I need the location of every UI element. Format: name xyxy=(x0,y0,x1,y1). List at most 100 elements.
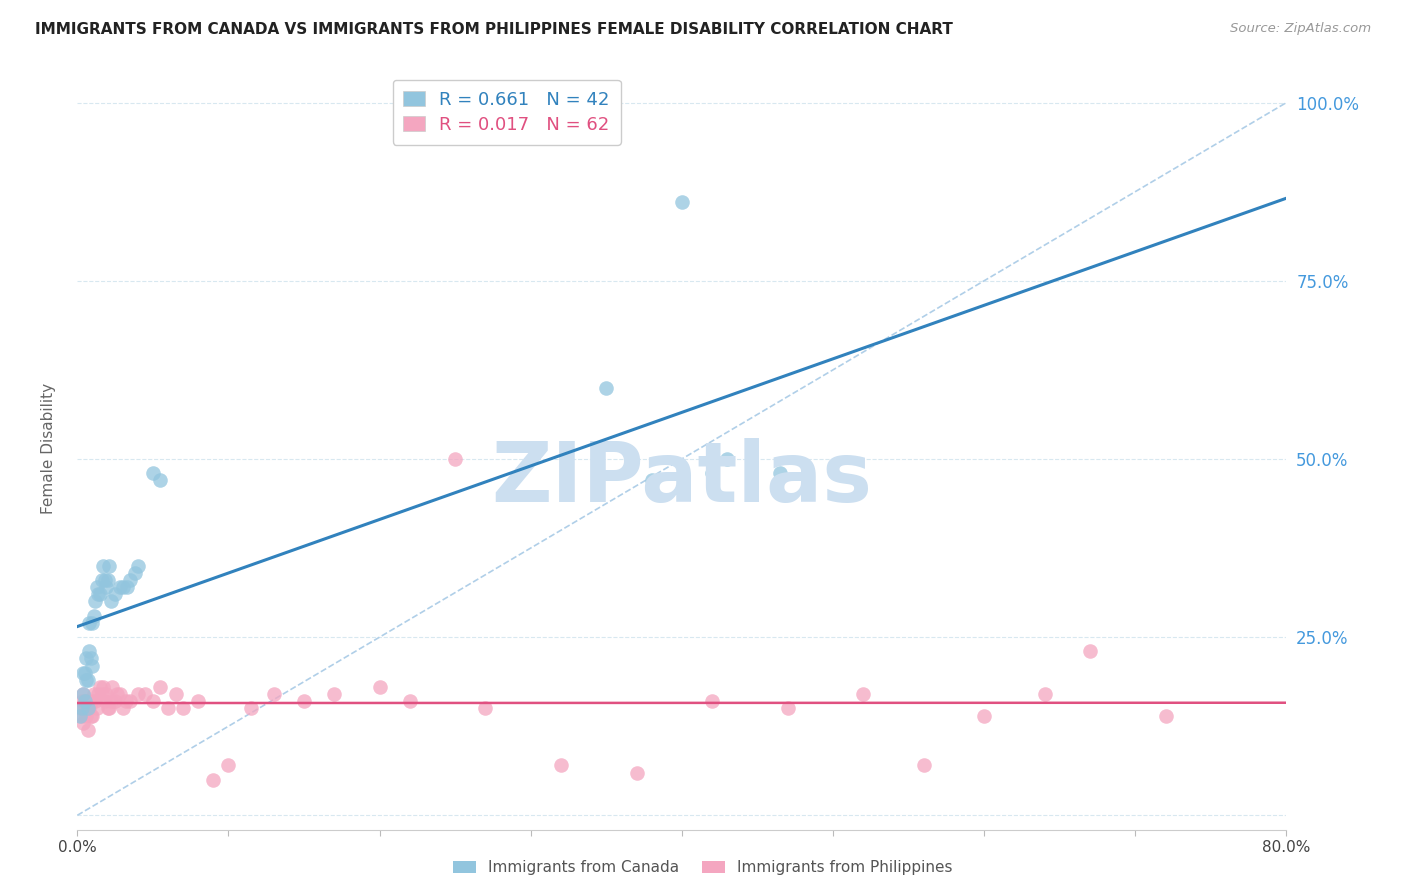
Point xyxy=(776,701,799,715)
Point xyxy=(702,694,724,708)
Point xyxy=(641,473,664,487)
Point xyxy=(70,708,93,723)
Point xyxy=(77,701,100,715)
Point xyxy=(111,580,134,594)
Point xyxy=(93,694,115,708)
Point xyxy=(70,701,93,715)
Point xyxy=(111,701,134,715)
Point xyxy=(69,701,91,715)
Legend: Immigrants from Canada, Immigrants from Philippines: Immigrants from Canada, Immigrants from … xyxy=(449,855,957,880)
Point xyxy=(84,694,107,708)
Point xyxy=(82,694,104,708)
Point xyxy=(89,587,111,601)
Point xyxy=(98,558,121,573)
Point xyxy=(70,694,93,708)
Point xyxy=(79,701,101,715)
Point xyxy=(127,687,149,701)
Point xyxy=(72,687,94,701)
Point xyxy=(114,694,136,708)
Point xyxy=(73,694,96,708)
Point xyxy=(75,673,97,687)
Point xyxy=(73,694,96,708)
Point xyxy=(134,687,156,701)
Y-axis label: Female Disability: Female Disability xyxy=(42,383,56,514)
Point xyxy=(912,758,935,772)
Point xyxy=(73,701,96,715)
Point xyxy=(105,687,128,701)
Point xyxy=(83,687,105,701)
Point xyxy=(149,680,172,694)
Point xyxy=(84,594,107,608)
Point xyxy=(72,687,94,701)
Point xyxy=(157,701,180,715)
Point xyxy=(1078,644,1101,658)
Point xyxy=(1033,687,1056,701)
Point xyxy=(142,466,165,480)
Point xyxy=(82,658,104,673)
Point xyxy=(86,701,108,715)
Point xyxy=(149,473,172,487)
Point xyxy=(120,573,142,587)
Point xyxy=(240,701,263,715)
Text: ZIPatlas: ZIPatlas xyxy=(492,438,872,519)
Point xyxy=(626,765,648,780)
Point xyxy=(83,608,105,623)
Point xyxy=(90,573,112,587)
Point xyxy=(90,687,112,701)
Point xyxy=(1154,708,1177,723)
Point xyxy=(108,687,131,701)
Point xyxy=(73,665,96,680)
Point xyxy=(127,558,149,573)
Point xyxy=(94,687,117,701)
Point xyxy=(75,708,97,723)
Point xyxy=(79,644,101,658)
Point xyxy=(82,615,104,630)
Point xyxy=(100,694,122,708)
Point xyxy=(104,587,127,601)
Point xyxy=(108,580,131,594)
Point xyxy=(769,466,792,480)
Point xyxy=(716,451,738,466)
Point xyxy=(368,680,391,694)
Point xyxy=(218,758,240,772)
Point xyxy=(91,680,114,694)
Point xyxy=(82,708,104,723)
Point xyxy=(852,687,875,701)
Point xyxy=(444,451,467,466)
Point xyxy=(399,694,422,708)
Point xyxy=(595,381,617,395)
Point xyxy=(165,687,187,701)
Point xyxy=(124,566,146,580)
Point xyxy=(100,594,122,608)
Point xyxy=(94,580,117,594)
Point xyxy=(87,587,110,601)
Legend: R = 0.661   N = 42, R = 0.017   N = 62: R = 0.661 N = 42, R = 0.017 N = 62 xyxy=(392,79,620,145)
Point xyxy=(98,701,121,715)
Point xyxy=(77,723,100,737)
Point xyxy=(142,694,165,708)
Text: IMMIGRANTS FROM CANADA VS IMMIGRANTS FROM PHILIPPINES FEMALE DISABILITY CORRELAT: IMMIGRANTS FROM CANADA VS IMMIGRANTS FRO… xyxy=(35,22,953,37)
Point xyxy=(77,701,100,715)
Point xyxy=(104,694,127,708)
Point xyxy=(702,466,724,480)
Point xyxy=(93,573,115,587)
Point xyxy=(96,701,118,715)
Point xyxy=(89,680,111,694)
Point xyxy=(671,195,693,210)
Point xyxy=(72,665,94,680)
Point xyxy=(96,573,118,587)
Point xyxy=(87,687,110,701)
Point xyxy=(292,694,315,708)
Point xyxy=(187,694,209,708)
Point xyxy=(323,687,346,701)
Point xyxy=(79,615,101,630)
Point xyxy=(91,558,114,573)
Point xyxy=(72,715,94,730)
Point xyxy=(474,701,496,715)
Point xyxy=(69,708,91,723)
Point xyxy=(973,708,995,723)
Point xyxy=(77,673,100,687)
Point xyxy=(80,651,103,665)
Point xyxy=(202,772,225,787)
Point xyxy=(172,701,194,715)
